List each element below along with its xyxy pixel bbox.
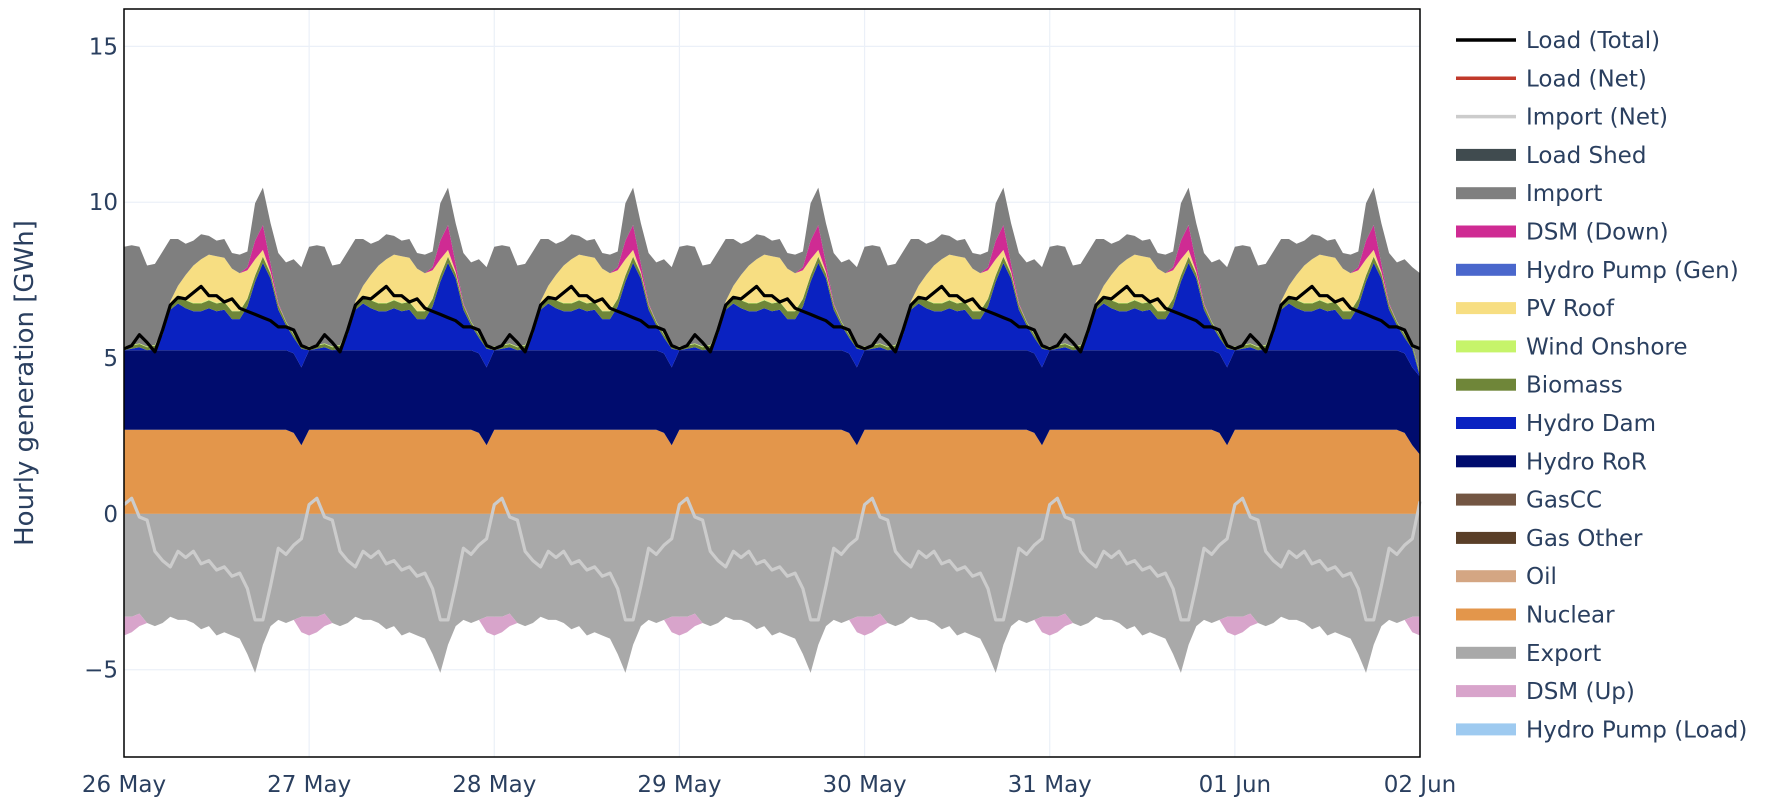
x-tick-labels: 26 May 27 May 28 May 29 May 30 May 31 May 01 J… (82, 772, 1456, 798)
legend-swatch (1456, 417, 1516, 429)
legend-item-gascc[interactable]: GasCC (1456, 488, 1602, 514)
legend-label: Hydro Pump (Load) (1526, 717, 1747, 743)
legend-label: Hydro Pump (Gen) (1526, 258, 1739, 284)
x-tick-label: 27 May (267, 772, 351, 798)
area-hydro-ror (124, 350, 1420, 455)
legend-label: GasCC (1526, 488, 1602, 514)
legend-label: Hydro Dam (1526, 411, 1656, 437)
legend-swatch (1456, 608, 1516, 621)
legend-label: Biomass (1526, 373, 1623, 399)
area-pv-roof (124, 249, 1420, 373)
legend-item-load-net[interactable]: Load (Net) (1456, 66, 1647, 92)
area-layer (124, 187, 1420, 673)
legend-label: Import (Net) (1526, 105, 1668, 131)
legend-label: Load (Net) (1526, 66, 1647, 92)
legend-item-gas-other[interactable]: Gas Other (1456, 526, 1643, 552)
legend-swatch (1456, 378, 1516, 391)
legend-label: Wind Onshore (1526, 334, 1688, 360)
legend-item-import[interactable]: Import (1456, 181, 1602, 207)
legend-item-dsm-down[interactable]: DSM (Down) (1456, 220, 1669, 246)
legend-label: PV Roof (1526, 296, 1615, 322)
legend-label: Oil (1526, 564, 1557, 590)
legend-item-nuclear[interactable]: Nuclear (1456, 603, 1615, 629)
legend-item-hydro-dam[interactable]: Hydro Dam (1456, 411, 1656, 437)
legend-item-oil[interactable]: Oil (1456, 564, 1557, 590)
legend-label: Load Shed (1526, 143, 1646, 169)
legend-swatch (1456, 531, 1516, 544)
line-load-total (123, 284, 1421, 354)
area-nuclear (124, 429, 1420, 514)
legend-swatch (1456, 685, 1516, 698)
legend-item-hydro-pump-gen[interactable]: Hydro Pump (Gen) (1456, 258, 1739, 284)
legend-item-hydro-pump-load[interactable]: Hydro Pump (Load) (1456, 717, 1747, 743)
y-tick-label: −5 (84, 658, 118, 684)
legend-swatch (1456, 187, 1516, 200)
legend-swatch (1456, 455, 1516, 468)
legend-item-load-total[interactable]: Load (Total) (1456, 28, 1660, 54)
y-tick-label: 0 (103, 502, 118, 528)
legend-label: Hydro RoR (1526, 449, 1647, 475)
y-tick-label: 10 (89, 190, 118, 216)
legend-label: DSM (Up) (1526, 679, 1635, 705)
legend-item-wind-onshore[interactable]: Wind Onshore (1456, 334, 1688, 360)
y-axis-title: Hourly generation [GWh] (10, 220, 40, 546)
x-tick-label: 30 May (823, 772, 907, 798)
legend-label: Import (1526, 181, 1602, 207)
x-tick-label: 01 Jun (1199, 772, 1272, 798)
legend-swatch (1456, 148, 1516, 161)
area-export (124, 513, 1420, 673)
legend-label: Nuclear (1526, 603, 1615, 629)
legend-swatch (1456, 302, 1516, 315)
line-import-net (122, 496, 1422, 622)
legend-swatch (1456, 570, 1516, 583)
legend-label: DSM (Down) (1526, 220, 1669, 246)
x-tick-label: 26 May (82, 772, 166, 798)
line-layer (122, 284, 1422, 622)
legend-item-export[interactable]: Export (1456, 641, 1601, 667)
legend-swatch (1456, 646, 1516, 659)
x-tick-label: 31 May (1008, 772, 1092, 798)
legend-swatch (1456, 263, 1516, 276)
legend-item-load-shed[interactable]: Load Shed (1456, 143, 1646, 169)
x-tick-label: 29 May (637, 772, 721, 798)
area-biomass (124, 256, 1420, 377)
legend-label: Load (Total) (1526, 28, 1660, 54)
y-tick-label: 15 (89, 34, 118, 60)
legend-item-dsm-up[interactable]: DSM (Up) (1456, 679, 1635, 705)
x-tick-label: 02 Jun (1384, 772, 1457, 798)
area-hydro-dam (124, 263, 1420, 377)
legend-item-import-net[interactable]: Import (Net) (1456, 105, 1668, 131)
legend-label: Export (1526, 641, 1601, 667)
legend-item-hydro-ror[interactable]: Hydro RoR (1456, 449, 1647, 475)
y-tick-label: 5 (103, 346, 118, 372)
plot-frame (123, 8, 1421, 758)
legend-item-pv-roof[interactable]: PV Roof (1456, 296, 1615, 322)
legend[interactable]: Load (Total) Load (Net) Import (Net) Load S… (1456, 28, 1747, 743)
y-tick-labels: −5 0 5 10 15 (84, 34, 118, 683)
legend-swatch (1456, 723, 1516, 736)
x-tick-label: 28 May (452, 772, 536, 798)
legend-swatch (1456, 493, 1516, 506)
legend-swatch (1456, 340, 1516, 353)
legend-item-biomass[interactable]: Biomass (1456, 373, 1623, 399)
legend-swatch (1456, 225, 1516, 238)
legend-label: Gas Other (1526, 526, 1643, 552)
